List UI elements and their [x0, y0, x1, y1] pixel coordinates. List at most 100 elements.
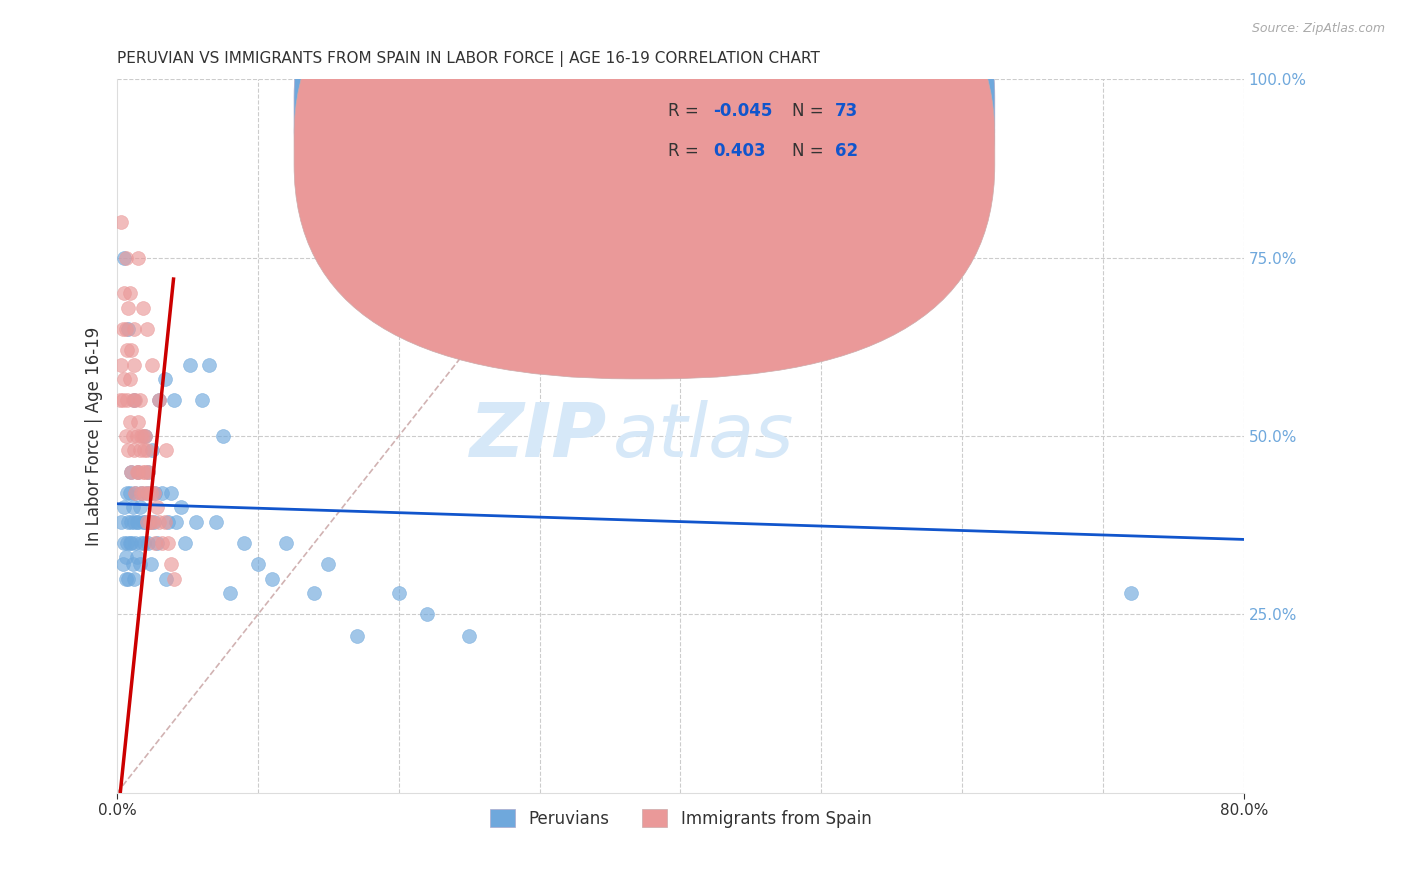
Point [112, 500, 135, 515]
Point [346, 629, 368, 643]
Point [115, 536, 138, 550]
Point [145, 536, 167, 550]
Point [115, 486, 138, 500]
Point [134, 429, 156, 443]
Point [122, 515, 145, 529]
Text: 0.403: 0.403 [713, 142, 766, 160]
Point [120, 465, 142, 479]
Point [114, 550, 136, 565]
Point [124, 393, 146, 408]
Point [153, 515, 176, 529]
Point [125, 515, 148, 529]
Point [120, 343, 142, 358]
Point [153, 372, 176, 386]
Text: 62: 62 [835, 142, 858, 160]
Point [169, 500, 191, 515]
Point [138, 515, 160, 529]
Point [111, 558, 134, 572]
Point [134, 465, 156, 479]
Point [135, 443, 157, 458]
Point [129, 486, 152, 500]
Point [110, 215, 132, 229]
Legend: Peruvians, Immigrants from Spain: Peruvians, Immigrants from Spain [482, 803, 877, 834]
Point [114, 429, 136, 443]
Point [108, 393, 131, 408]
Point [155, 443, 177, 458]
Point [262, 572, 284, 586]
Point [204, 515, 226, 529]
Point [156, 515, 179, 529]
Point [115, 393, 138, 408]
Text: R =: R = [668, 142, 710, 160]
Point [139, 486, 162, 500]
Point [141, 443, 163, 458]
Point [120, 515, 142, 529]
Point [125, 550, 148, 565]
Point [148, 515, 170, 529]
Point [184, 515, 207, 529]
Point [114, 322, 136, 336]
Point [134, 515, 156, 529]
Y-axis label: In Labor Force | Age 16-19: In Labor Force | Age 16-19 [86, 326, 103, 546]
Point [162, 393, 184, 408]
Point [218, 586, 240, 600]
Point [127, 251, 149, 265]
Point [148, 393, 170, 408]
Point [120, 536, 142, 550]
Point [122, 358, 145, 372]
Point [134, 429, 156, 443]
Point [114, 251, 136, 265]
Point [127, 465, 149, 479]
Text: R =: R = [668, 103, 704, 120]
Point [148, 393, 170, 408]
Point [127, 465, 149, 479]
Point [112, 536, 135, 550]
Text: -0.045: -0.045 [713, 103, 772, 120]
Point [190, 393, 212, 408]
Text: 73: 73 [835, 103, 858, 120]
Point [136, 465, 159, 479]
Point [121, 558, 143, 572]
Point [211, 429, 233, 443]
Point [112, 372, 135, 386]
Point [143, 536, 166, 550]
Point [159, 558, 181, 572]
FancyBboxPatch shape [294, 0, 995, 379]
Point [122, 393, 145, 408]
Point [318, 558, 340, 572]
Point [232, 536, 254, 550]
Text: PERUVIAN VS IMMIGRANTS FROM SPAIN IN LABOR FORCE | AGE 16-19 CORRELATION CHART: PERUVIAN VS IMMIGRANTS FROM SPAIN IN LAB… [117, 51, 820, 67]
Point [110, 515, 132, 529]
Point [141, 515, 163, 529]
Point [136, 536, 159, 550]
Point [120, 465, 142, 479]
Point [173, 536, 195, 550]
Point [121, 429, 143, 443]
Text: N =: N = [792, 103, 830, 120]
Point [156, 536, 179, 550]
Point [127, 515, 149, 529]
Point [165, 515, 187, 529]
Point [1119, 586, 1142, 600]
Point [131, 515, 153, 529]
Point [135, 486, 157, 500]
Text: N =: N = [792, 142, 830, 160]
Point [117, 301, 139, 315]
Point [112, 251, 135, 265]
Point [131, 301, 153, 315]
Text: Source: ZipAtlas.com: Source: ZipAtlas.com [1251, 22, 1385, 36]
Point [121, 393, 143, 408]
Point [142, 486, 165, 500]
Point [179, 358, 201, 372]
Point [117, 322, 139, 336]
Point [122, 443, 145, 458]
Point [129, 536, 152, 550]
Point [122, 572, 145, 586]
Point [117, 572, 139, 586]
Text: atlas: atlas [613, 400, 794, 472]
Point [128, 443, 150, 458]
Point [111, 393, 134, 408]
Point [125, 465, 148, 479]
Point [159, 486, 181, 500]
Point [136, 486, 159, 500]
